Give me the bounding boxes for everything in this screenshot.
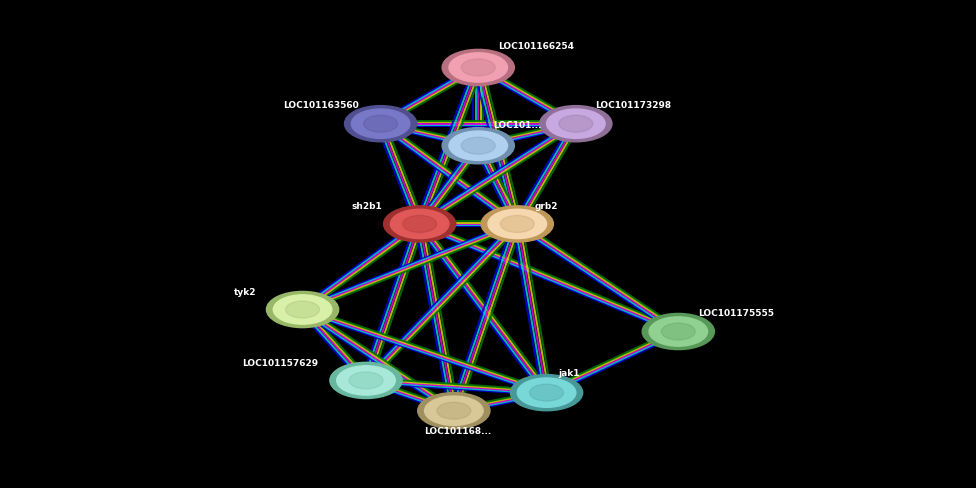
Text: LOC101163560: LOC101163560 (283, 101, 359, 110)
Circle shape (540, 106, 612, 142)
Circle shape (488, 210, 547, 239)
Text: LOC101...: LOC101... (493, 121, 542, 129)
Text: grb2: grb2 (535, 202, 558, 211)
Circle shape (349, 372, 383, 389)
Circle shape (403, 216, 436, 233)
Circle shape (501, 216, 534, 233)
Circle shape (425, 396, 483, 426)
Circle shape (547, 110, 605, 139)
Circle shape (273, 295, 332, 325)
Circle shape (418, 393, 490, 429)
Circle shape (559, 116, 592, 133)
Circle shape (330, 363, 402, 399)
Circle shape (462, 60, 495, 77)
Circle shape (517, 378, 576, 407)
Text: LOC101166254: LOC101166254 (498, 42, 574, 51)
Circle shape (345, 106, 417, 142)
Circle shape (481, 206, 553, 243)
Circle shape (351, 110, 410, 139)
Text: LOC101168...: LOC101168... (425, 427, 492, 435)
Circle shape (337, 366, 395, 395)
Circle shape (649, 317, 708, 346)
Circle shape (442, 128, 514, 164)
Circle shape (384, 206, 456, 243)
Circle shape (662, 324, 695, 340)
Circle shape (442, 50, 514, 86)
Text: tyk2: tyk2 (234, 287, 257, 296)
Circle shape (390, 210, 449, 239)
Text: sh2b1: sh2b1 (351, 202, 383, 211)
Circle shape (266, 292, 339, 328)
Text: jak1: jak1 (558, 368, 580, 377)
Circle shape (462, 138, 495, 155)
Circle shape (530, 385, 563, 401)
Circle shape (364, 116, 397, 133)
Circle shape (510, 375, 583, 411)
Text: LOC101157629: LOC101157629 (242, 358, 318, 367)
Circle shape (642, 314, 714, 350)
Text: LOC101173298: LOC101173298 (595, 101, 671, 110)
Circle shape (437, 403, 470, 419)
Circle shape (286, 302, 319, 318)
Circle shape (449, 132, 508, 161)
Circle shape (449, 54, 508, 83)
Text: LOC101175555: LOC101175555 (698, 308, 774, 317)
